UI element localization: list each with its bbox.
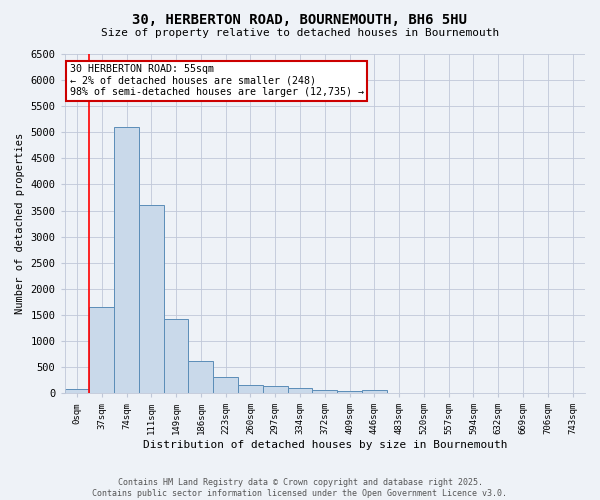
Bar bbox=[337, 391, 362, 393]
Bar bbox=[362, 390, 387, 393]
Bar bbox=[188, 361, 213, 393]
Bar bbox=[114, 127, 139, 393]
Bar bbox=[164, 318, 188, 393]
Bar bbox=[313, 390, 337, 393]
Bar bbox=[139, 206, 164, 393]
Bar bbox=[263, 386, 287, 393]
Text: 30 HERBERTON ROAD: 55sqm
← 2% of detached houses are smaller (248)
98% of semi-d: 30 HERBERTON ROAD: 55sqm ← 2% of detache… bbox=[70, 64, 364, 98]
Bar bbox=[213, 377, 238, 393]
Bar bbox=[238, 384, 263, 393]
Text: Size of property relative to detached houses in Bournemouth: Size of property relative to detached ho… bbox=[101, 28, 499, 38]
Y-axis label: Number of detached properties: Number of detached properties bbox=[15, 133, 25, 314]
Text: Contains HM Land Registry data © Crown copyright and database right 2025.
Contai: Contains HM Land Registry data © Crown c… bbox=[92, 478, 508, 498]
X-axis label: Distribution of detached houses by size in Bournemouth: Distribution of detached houses by size … bbox=[143, 440, 507, 450]
Bar bbox=[65, 390, 89, 393]
Bar bbox=[287, 388, 313, 393]
Text: 30, HERBERTON ROAD, BOURNEMOUTH, BH6 5HU: 30, HERBERTON ROAD, BOURNEMOUTH, BH6 5HU bbox=[133, 12, 467, 26]
Bar bbox=[89, 307, 114, 393]
